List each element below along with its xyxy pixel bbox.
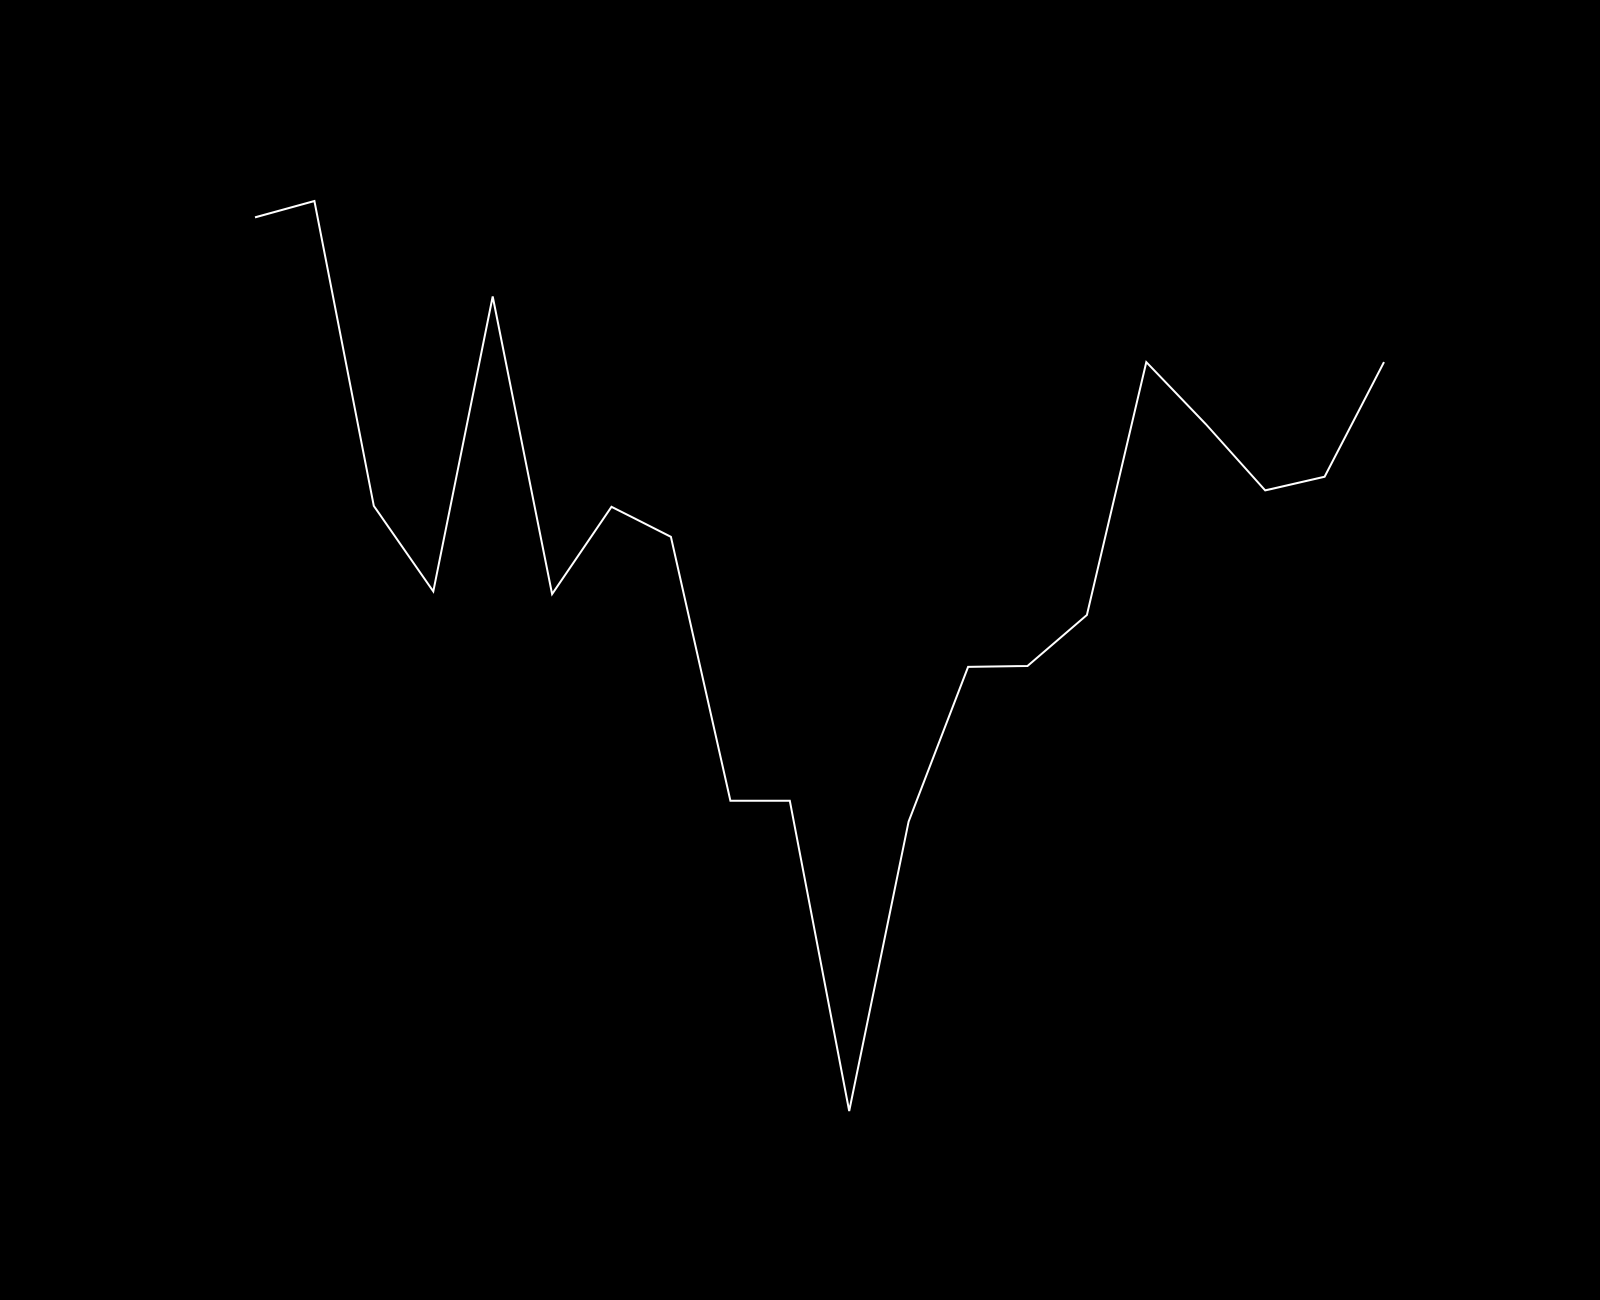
line [254, 199, 1385, 1112]
